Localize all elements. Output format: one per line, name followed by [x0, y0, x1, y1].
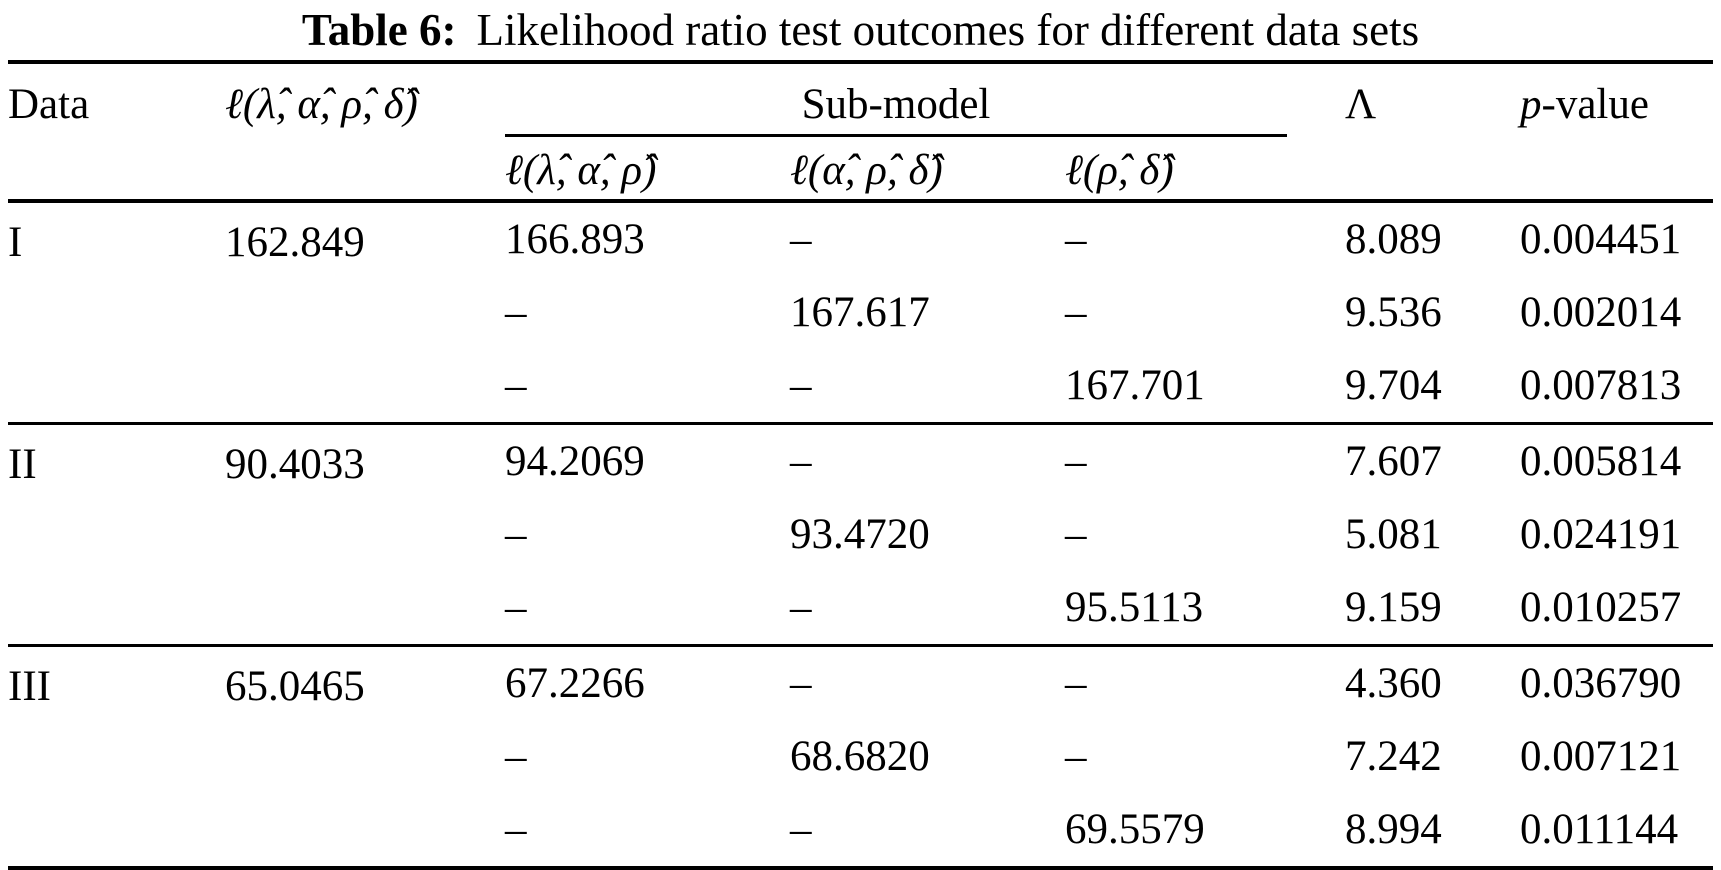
- table-row: – 167.617 – 9.536 0.002014: [8, 276, 1713, 349]
- submodel2-cell: 93.4720: [790, 511, 930, 558]
- dataset-label: III: [8, 663, 51, 710]
- submodel3-cell: 95.5113: [1065, 584, 1204, 631]
- table-caption: Table 6: Likelihood ratio test outcomes f…: [0, 0, 1721, 60]
- table-row: – 68.6820 – 7.242 0.007121: [8, 720, 1713, 793]
- sub-model-spanner: Sub-model: [505, 64, 1288, 137]
- p-value-header-italic-p: p: [1520, 81, 1542, 128]
- submodel2-cell: –: [790, 438, 812, 485]
- p-value-cell: 0.036790: [1520, 660, 1682, 707]
- submodel2-cell: –: [790, 216, 812, 263]
- p-value-cell: 0.005814: [1520, 438, 1682, 485]
- submodel3-cell: –: [1065, 289, 1087, 336]
- lambda-statistic-cell: 9.536: [1345, 289, 1442, 336]
- submodel2-cell: –: [790, 660, 812, 707]
- p-value-cell: 0.011144: [1520, 806, 1679, 853]
- submodel3-cell: –: [1065, 438, 1087, 485]
- data-set-group-1: I 162.849 166.893 – – 8.089 0.004451 – 1…: [8, 201, 1714, 424]
- submodel1-cell: –: [505, 806, 527, 853]
- submodel2-cell: –: [790, 362, 812, 409]
- table-row: I 162.849 166.893 – – 8.089 0.004451: [8, 201, 1713, 276]
- full-model-loglik: 90.4033: [225, 441, 365, 488]
- p-value-cell: 0.002014: [1520, 289, 1682, 336]
- submodel2-cell: 167.617: [790, 289, 930, 336]
- full-model-loglik: 65.0465: [225, 663, 365, 710]
- p-value-cell: 0.007813: [1520, 362, 1682, 409]
- submodel3-cell: –: [1065, 733, 1087, 780]
- submodel2-cell: –: [790, 584, 812, 631]
- lambda-statistic-cell: 7.607: [1345, 438, 1442, 485]
- table-row: – – 69.5579 8.994 0.011144: [8, 793, 1713, 868]
- table-row: – 93.4720 – 5.081 0.024191: [8, 498, 1713, 571]
- p-value-cell: 0.007121: [1520, 733, 1682, 780]
- table-header: Data ℓ(λ̂, α̂, ρ̂, δ̂) Sub-model Λ p-val…: [8, 62, 1714, 201]
- submodel3-cell: –: [1065, 660, 1087, 707]
- lambda-statistic-cell: 9.159: [1345, 584, 1442, 631]
- col-header-data: Data: [8, 81, 90, 128]
- submodel1-cell: –: [505, 584, 527, 631]
- col-header-submodel-1: ℓ(λ̂, α̂, ρ̂): [505, 146, 657, 194]
- submodel1-cell: –: [505, 362, 527, 409]
- table-row: – – 167.701 9.704 0.007813: [8, 349, 1713, 424]
- col-header-submodel-2: ℓ(α̂, ρ̂, δ̂): [790, 146, 943, 194]
- lambda-statistic-cell: 4.360: [1345, 660, 1442, 707]
- dataset-label: I: [8, 219, 23, 266]
- col-header-submodel-3: ℓ(ρ̂, δ̂): [1065, 146, 1174, 194]
- submodel3-cell: –: [1065, 511, 1087, 558]
- dataset-label: II: [8, 441, 37, 488]
- likelihood-ratio-test-table: Data ℓ(λ̂, α̂, ρ̂, δ̂) Sub-model Λ p-val…: [8, 60, 1714, 870]
- col-header-sub-model-group: Sub-model: [505, 62, 1345, 137]
- table-row: – – 95.5113 9.159 0.010257: [8, 571, 1713, 646]
- table-row: II 90.4033 94.2069 – – 7.607 0.005814: [8, 424, 1713, 499]
- table-caption-text: Likelihood ratio test outcomes for diffe…: [476, 5, 1420, 55]
- col-header-full-model-loglik: ℓ(λ̂, α̂, ρ̂, δ̂): [225, 81, 418, 128]
- submodel2-cell: –: [790, 806, 812, 853]
- submodel1-cell: –: [505, 511, 527, 558]
- submodel1-cell: –: [505, 289, 527, 336]
- submodel1-cell: 166.893: [505, 216, 645, 263]
- col-header-lambda-statistic: Λ: [1345, 81, 1377, 128]
- p-value-cell: 0.010257: [1520, 584, 1682, 631]
- p-value-header-suffix: -value: [1541, 81, 1649, 128]
- submodel3-cell: 167.701: [1065, 362, 1205, 409]
- submodel1-cell: 94.2069: [505, 438, 645, 485]
- p-value-cell: 0.024191: [1520, 511, 1682, 558]
- data-set-group-3: III 65.0465 67.2266 – – 4.360 0.036790 –…: [8, 645, 1714, 869]
- submodel3-cell: –: [1065, 216, 1087, 263]
- data-set-group-2: II 90.4033 94.2069 – – 7.607 0.005814 – …: [8, 423, 1714, 646]
- submodel1-cell: –: [505, 733, 527, 780]
- submodel1-cell: 67.2266: [505, 660, 645, 707]
- lambda-statistic-cell: 8.089: [1345, 216, 1442, 263]
- submodel3-cell: 69.5579: [1065, 806, 1205, 853]
- lambda-statistic-cell: 9.704: [1345, 362, 1442, 409]
- col-header-p-value: p-value: [1520, 62, 1713, 201]
- full-model-loglik: 162.849: [225, 219, 365, 266]
- lambda-statistic-cell: 7.242: [1345, 733, 1442, 780]
- lambda-statistic-cell: 8.994: [1345, 806, 1442, 853]
- p-value-cell: 0.004451: [1520, 216, 1682, 263]
- lambda-statistic-cell: 5.081: [1345, 511, 1442, 558]
- table-caption-number: Table 6:: [301, 5, 457, 55]
- table-row: III 65.0465 67.2266 – – 4.360 0.036790: [8, 646, 1713, 721]
- submodel2-cell: 68.6820: [790, 733, 930, 780]
